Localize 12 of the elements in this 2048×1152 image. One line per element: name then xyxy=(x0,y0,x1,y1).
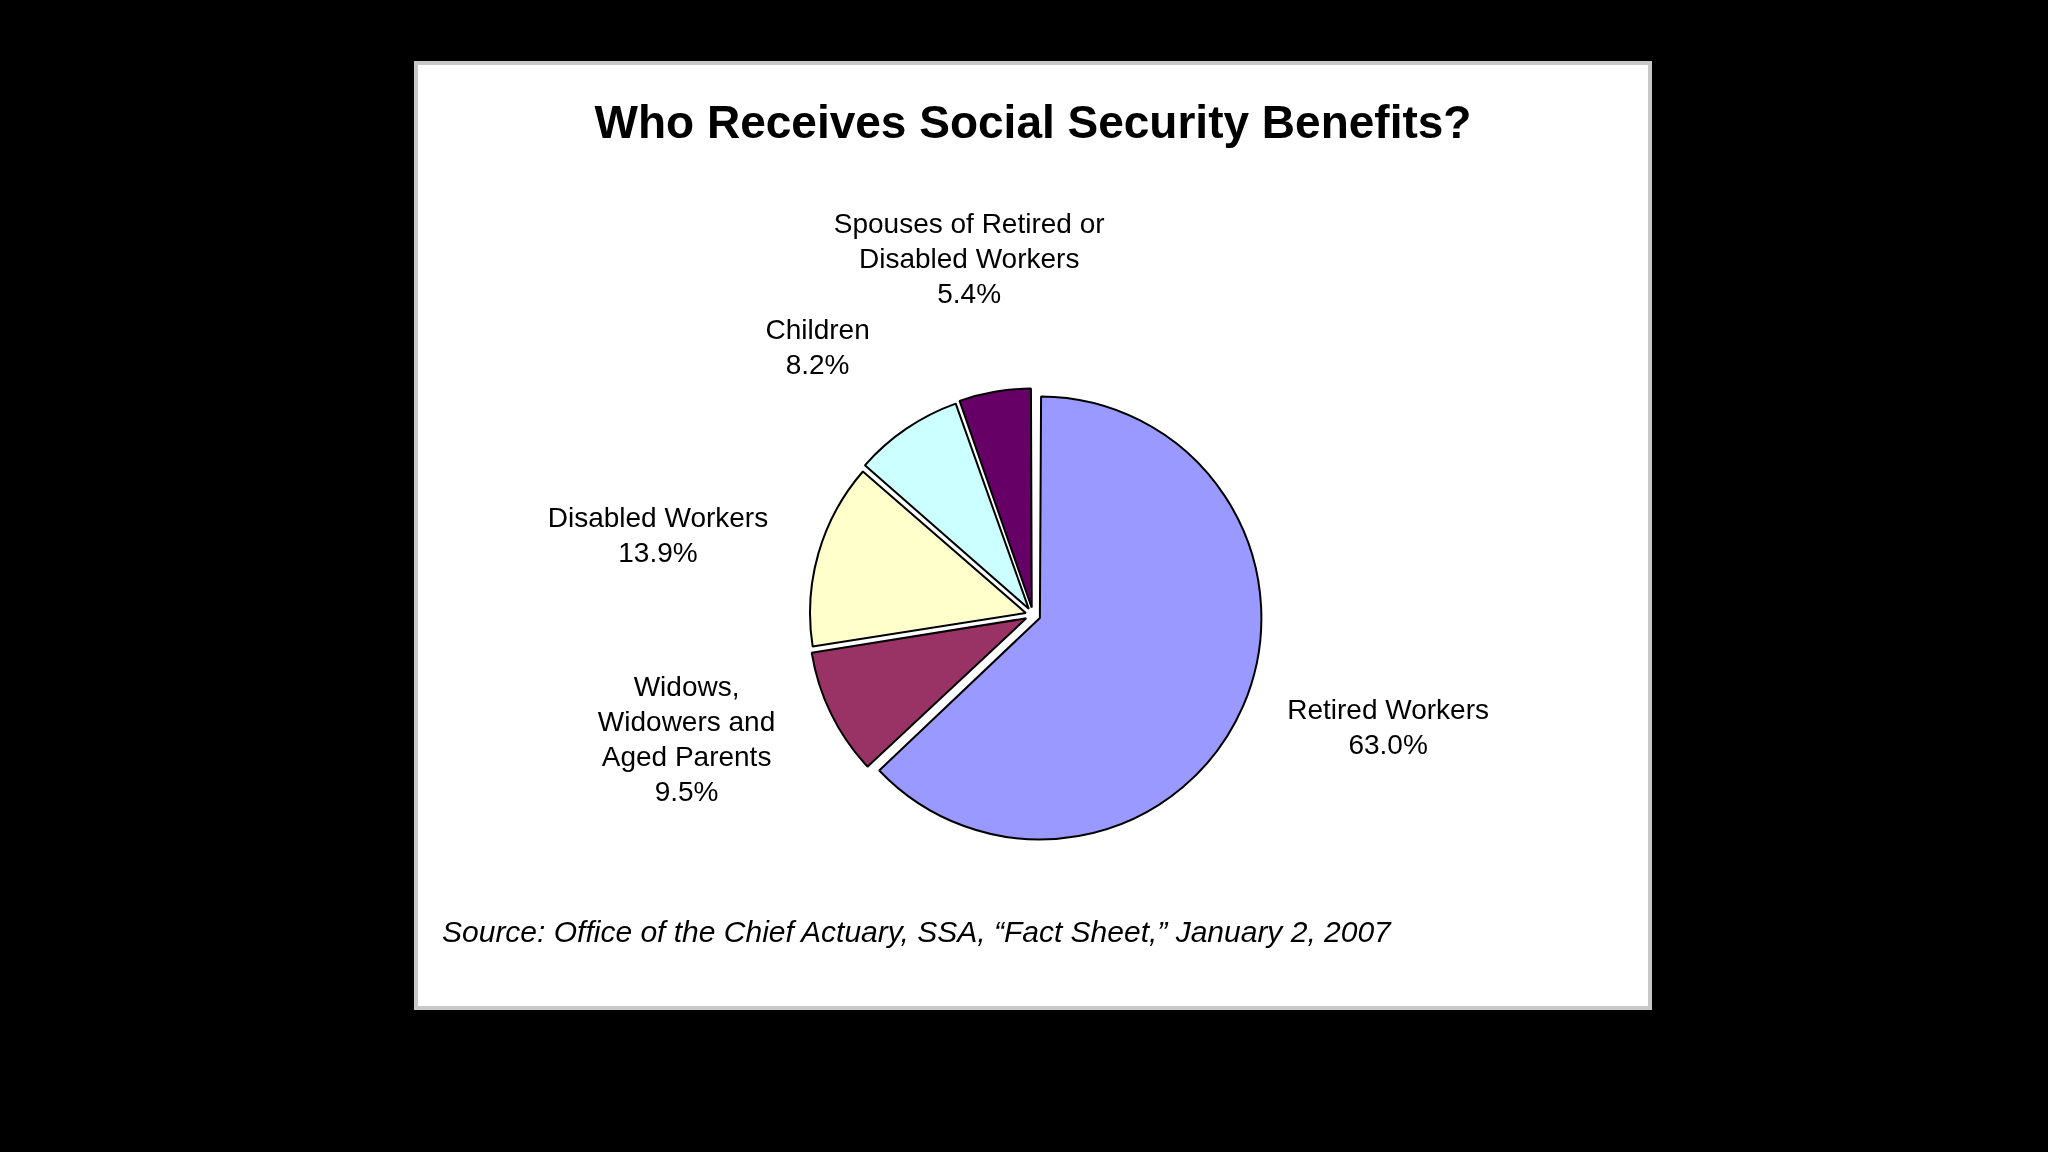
slice-label: Spouses of Retired or Disabled Workers xyxy=(833,208,1105,275)
chart-title: Who Receives Social Security Benefits? xyxy=(593,95,1473,149)
data-label: 8.2% xyxy=(785,349,850,381)
slice-label: Retired Workers xyxy=(1287,693,1489,725)
data-label: 63.0% xyxy=(1348,728,1428,760)
data-label: 13.9% xyxy=(618,536,698,568)
slice-label: Widows, Widowers and Aged Parents xyxy=(597,671,776,773)
slice-label: Children xyxy=(765,314,870,346)
slice-label: Disabled Workers xyxy=(547,501,769,533)
data-label: 9.5% xyxy=(654,776,719,808)
data-label: 5.4% xyxy=(937,278,1002,310)
source-note: Source: Office of the Chief Actuary, SSA, “Fact Sheet,” January 2, 2007 xyxy=(442,915,1391,949)
